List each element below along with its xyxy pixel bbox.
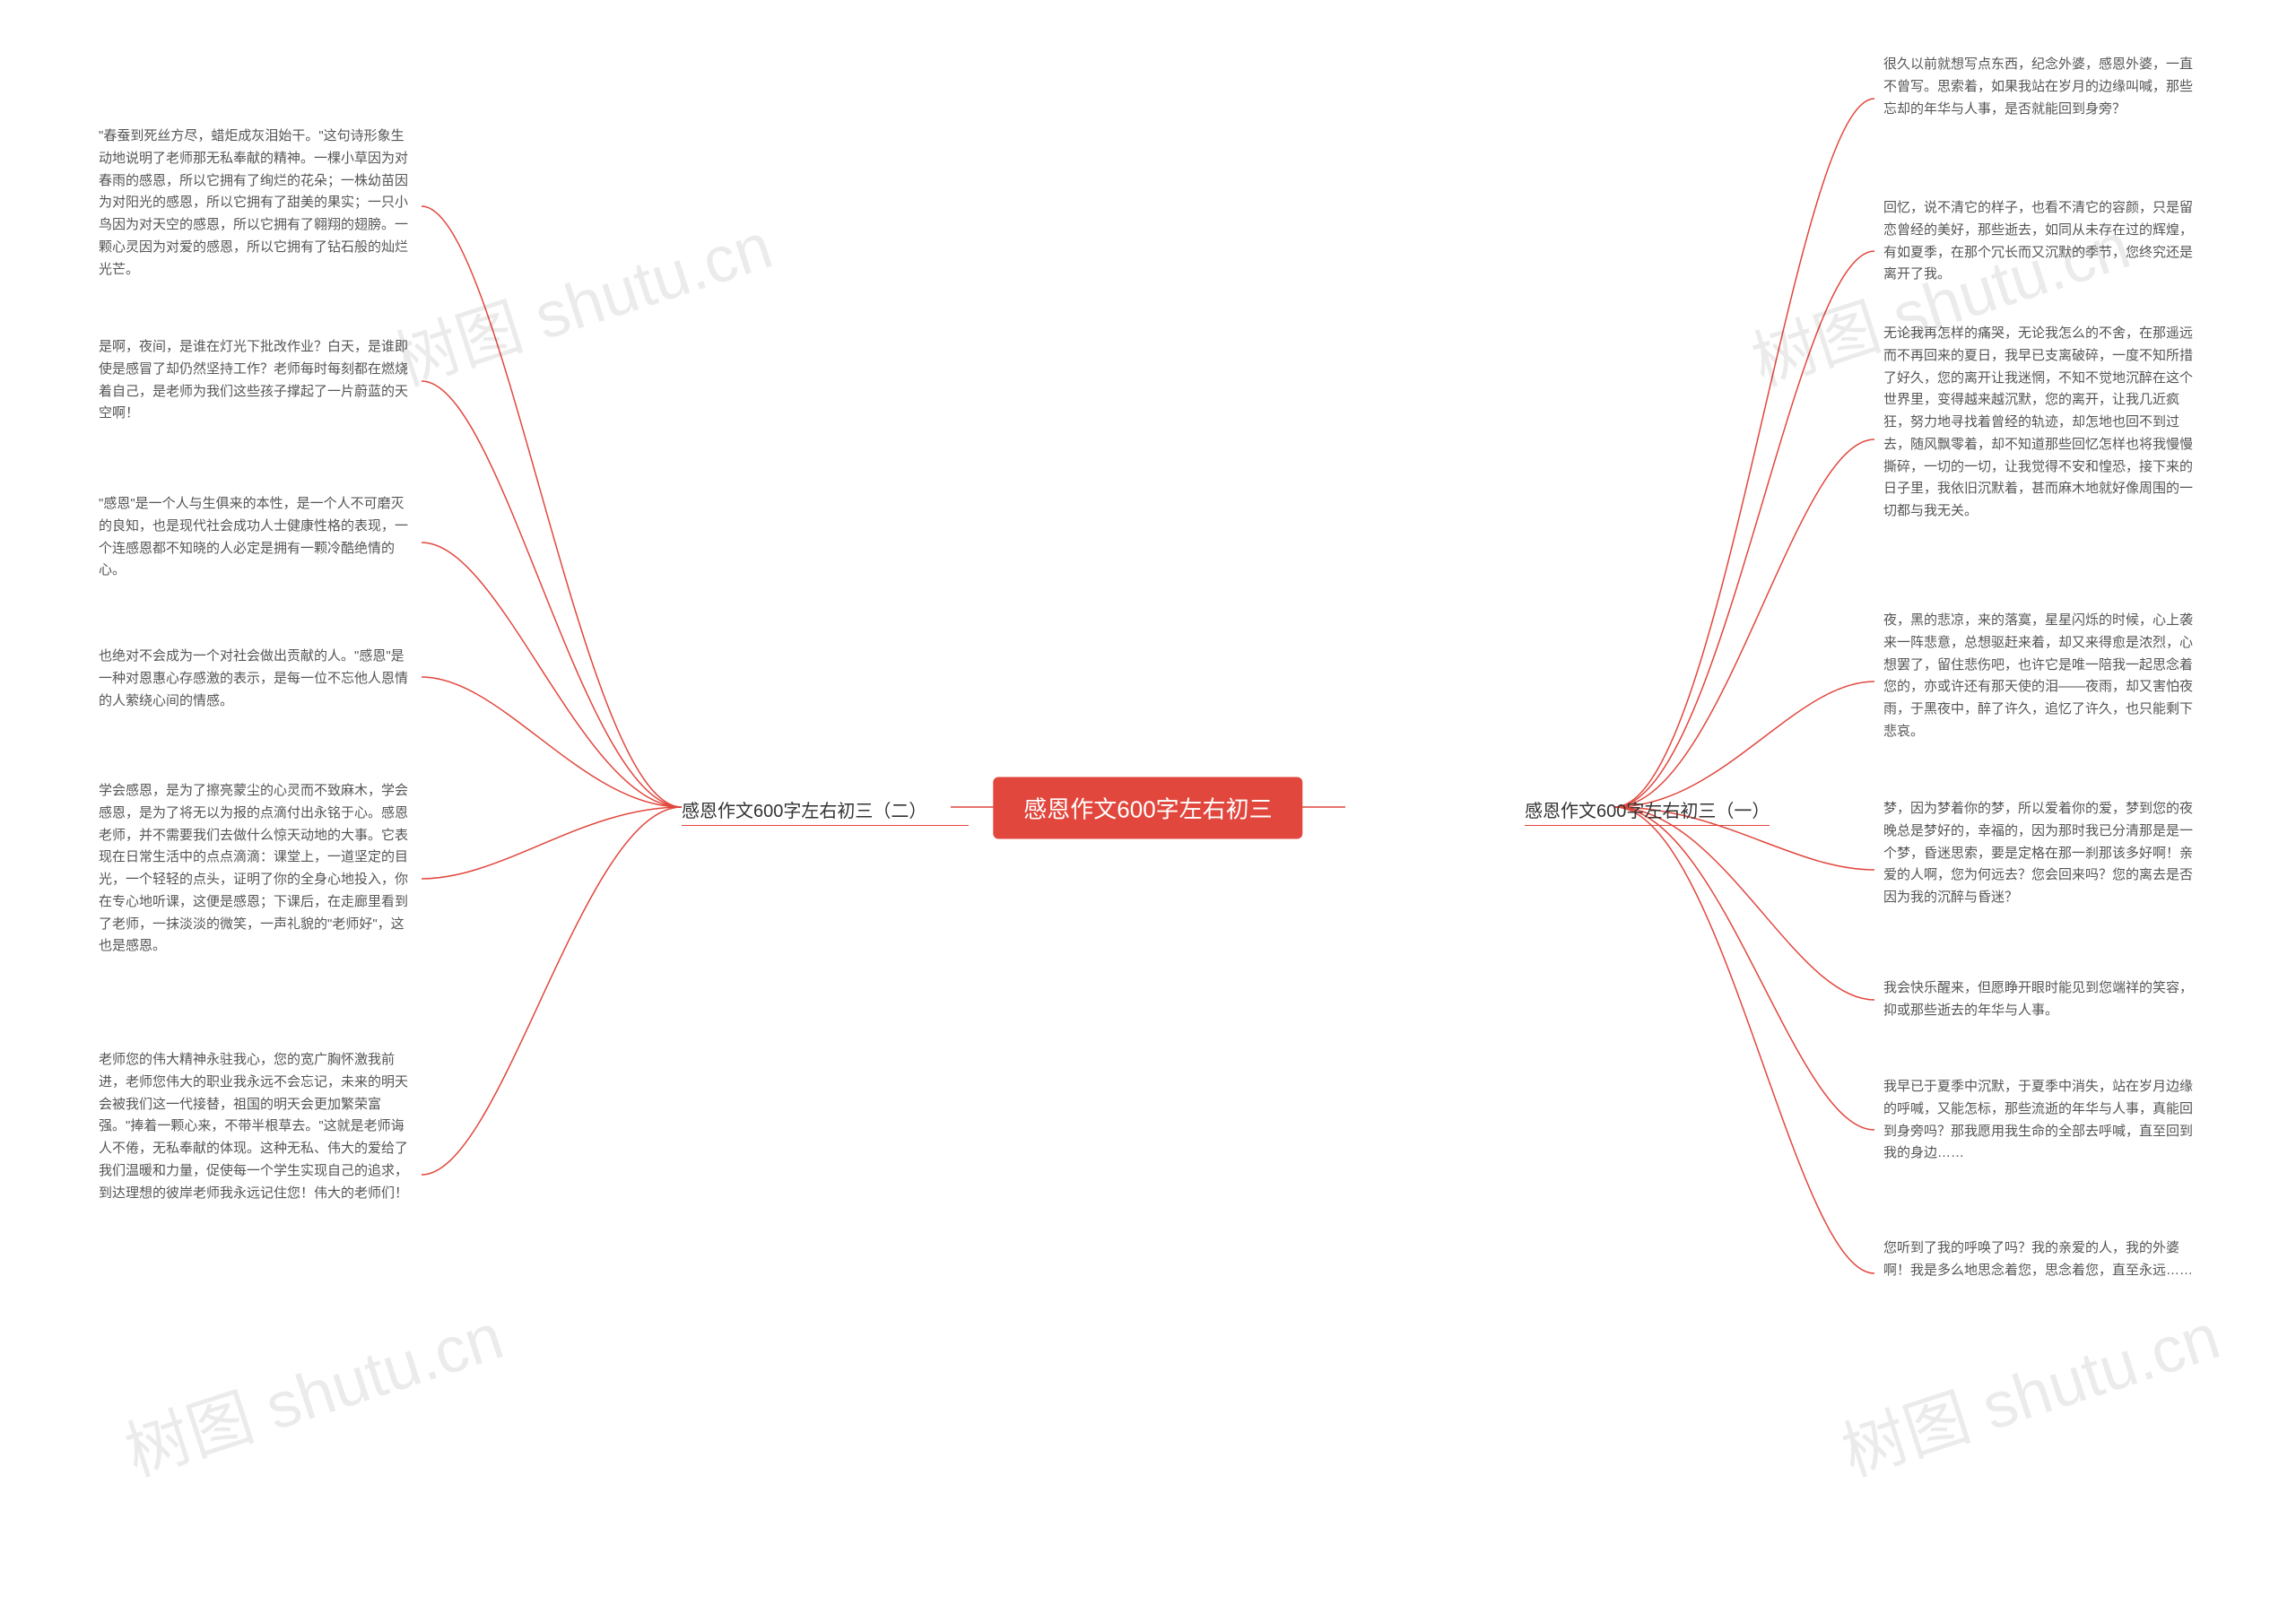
- leaf-left-0[interactable]: "春蚕到死丝方尽，蜡炬成灰泪始干。"这句诗形象生动地说明了老师那无私奉献的精神。…: [99, 126, 413, 281]
- leaf-right-0[interactable]: 很久以前就想写点东西，纪念外婆，感恩外婆，一直不曾写。思索着，如果我站在岁月的边…: [1883, 54, 2197, 120]
- leaf-left-5[interactable]: 老师您的伟大精神永驻我心，您的宽广胸怀激我前进，老师您伟大的职业我永远不会忘记，…: [99, 1049, 413, 1204]
- leaf-right-3[interactable]: 夜，黑的悲凉，来的落寞，星星闪烁的时候，心上袭来一阵悲意，总想驱赶来着，却又来得…: [1883, 610, 2197, 743]
- leaf-right-2[interactable]: 无论我再怎样的痛哭，无论我怎么的不舍，在那遥远而不再回来的夏日，我早已支离破碎，…: [1883, 323, 2197, 523]
- branch-right-label[interactable]: 感恩作文600字左右初三（一）: [1525, 796, 1770, 822]
- leaf-right-6[interactable]: 我早已于夏季中沉默，于夏季中消失，站在岁月边缘的呼喊，又能怎标，那些流逝的年华与…: [1883, 1076, 2197, 1165]
- leaf-right-5[interactable]: 我会快乐醒来，但愿睁开眼时能见到您端祥的笑容，抑或那些逝去的年华与人事。: [1883, 977, 2197, 1022]
- leaf-left-3[interactable]: 也绝对不会成为一个对社会做出贡献的人。"感恩"是一种对恩惠心存感激的表示，是每一…: [99, 646, 413, 712]
- leaf-left-1[interactable]: 是啊，夜间，是谁在灯光下批改作业？白天，是谁即使是感冒了却仍然坚持工作？老师每时…: [99, 336, 413, 425]
- leaf-right-7[interactable]: 您听到了我的呼唤了吗？我的亲爱的人，我的外婆啊！我是多么地思念着您，思念着您，直…: [1883, 1237, 2197, 1282]
- branch-left-label[interactable]: 感恩作文600字左右初三（二）: [682, 796, 969, 822]
- leaf-left-2[interactable]: "感恩"是一个人与生俱来的本性，是一个人不可磨灭的良知，也是现代社会成功人士健康…: [99, 493, 413, 582]
- leaf-left-4[interactable]: 学会感恩，是为了擦亮蒙尘的心灵而不致麻木，学会感恩，是为了将无以为报的点滴付出永…: [99, 780, 413, 958]
- leaf-right-4[interactable]: 梦，因为梦着你的梦，所以爱着你的爱，梦到您的夜晚总是梦好的，幸福的，因为那时我已…: [1883, 798, 2197, 909]
- center-node[interactable]: 感恩作文600字左右初三: [993, 777, 1302, 838]
- leaf-right-1[interactable]: 回忆，说不清它的样子，也看不清它的容颜，只是留恋曾经的美好，那些逝去，如同从未存…: [1883, 197, 2197, 286]
